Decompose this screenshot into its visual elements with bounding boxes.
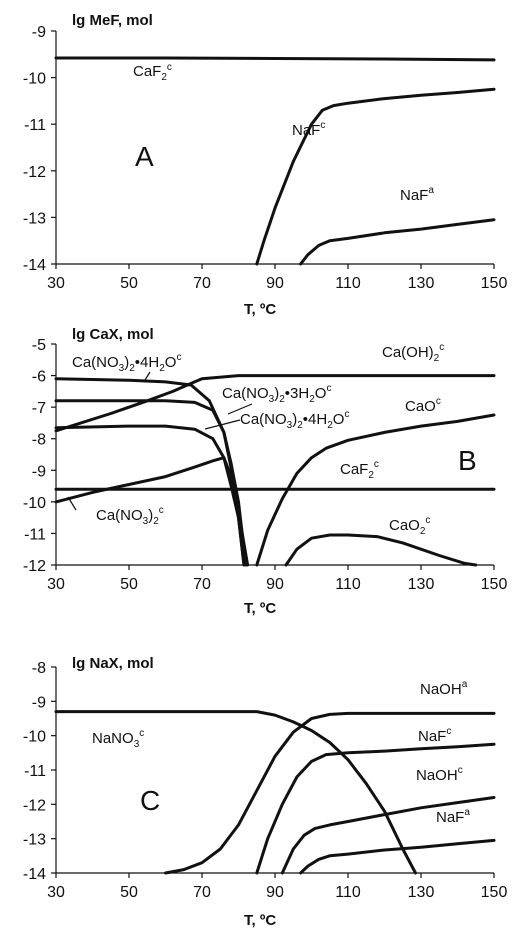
y-tick-label: -5 bbox=[32, 337, 46, 354]
leader-line bbox=[144, 371, 151, 381]
series-line bbox=[299, 838, 496, 875]
panel-letter: C bbox=[140, 785, 160, 816]
x-tick-label: 110 bbox=[335, 275, 361, 292]
series-line bbox=[54, 377, 250, 567]
x-tick-label: 50 bbox=[120, 275, 138, 292]
series-line bbox=[280, 796, 496, 875]
x-tick-label: 130 bbox=[408, 275, 435, 292]
series-line bbox=[54, 710, 417, 875]
x-tick-label: 30 bbox=[47, 884, 65, 901]
x-axis-label: T, ºC bbox=[244, 600, 276, 617]
x-tick-label: 30 bbox=[47, 576, 65, 593]
series-lines bbox=[54, 56, 496, 266]
series-line bbox=[54, 374, 496, 433]
y-tick-label: -12 bbox=[23, 558, 46, 575]
series-line bbox=[284, 533, 478, 567]
x-tick-label: 70 bbox=[193, 884, 211, 901]
y-tick-label: -6 bbox=[32, 369, 46, 386]
label-cano3: Ca(NO3)2c bbox=[96, 505, 164, 527]
y-ticks: -8 -9 -10 -11 -12 -13 -14 bbox=[23, 660, 56, 883]
label-naf-c: NaFc bbox=[418, 726, 451, 745]
y-tick-label: -12 bbox=[23, 797, 46, 814]
x-tick-label: 110 bbox=[335, 884, 361, 901]
series-line bbox=[255, 87, 496, 266]
series-lines bbox=[54, 710, 496, 875]
x-axis-label: T, ºC bbox=[244, 301, 276, 318]
x-tick-label: 150 bbox=[481, 275, 508, 292]
leader-line bbox=[204, 419, 241, 430]
label-cano3-4h2o-top: Ca(NO3)2•4H2Oc bbox=[72, 352, 181, 374]
series-line bbox=[255, 742, 496, 875]
y-tick-label: -9 bbox=[32, 694, 46, 711]
label-caoh2: Ca(OH)2c bbox=[382, 342, 444, 364]
y-ticks: -9 -10 -11 -12 -13 -14 bbox=[23, 24, 56, 274]
x-tick-label: 70 bbox=[193, 275, 211, 292]
label-cao2: CaO2c bbox=[389, 515, 430, 537]
panel-letter: B bbox=[458, 445, 477, 476]
y-tick-label: -9 bbox=[32, 24, 46, 41]
panel-c: -8 -9 -10 -11 -12 -13 -14 30 50 70 90 110 130 150 lg… bbox=[23, 655, 508, 929]
x-ticks: 30 50 70 90 110 130 150 bbox=[47, 565, 507, 593]
y-tick-label: -14 bbox=[23, 257, 46, 274]
label-caf2-b: CaF2c bbox=[340, 459, 379, 481]
leader-line bbox=[227, 403, 253, 415]
x-tick-label: 150 bbox=[481, 576, 508, 593]
label-cao: CaOc bbox=[405, 396, 441, 415]
y-ticks: -5 -6 -7 -8 -9 -10 -11 -12 bbox=[23, 337, 56, 575]
label-naf-c: NaFc bbox=[292, 120, 325, 139]
y-tick-label: -7 bbox=[32, 400, 46, 417]
y-tick-label: -11 bbox=[24, 763, 46, 780]
label-naf-a: NaFa bbox=[436, 807, 470, 826]
y-tick-label: -13 bbox=[23, 832, 46, 849]
y-axis-label: lg NaX, mol bbox=[72, 655, 154, 672]
x-tick-label: 70 bbox=[193, 576, 211, 593]
y-tick-label: -8 bbox=[32, 432, 46, 449]
x-tick-label: 130 bbox=[408, 576, 435, 593]
x-axis-label: T, ºC bbox=[244, 912, 276, 929]
panel-b: -5 -6 -7 -8 -9 -10 -11 -12 30 50 70 90 110 130 150 lg… bbox=[23, 326, 508, 617]
x-tick-label: 110 bbox=[335, 576, 361, 593]
y-tick-label: -10 bbox=[23, 71, 46, 88]
label-cano3-3h2o: Ca(NO3)2•3H2Oc bbox=[222, 383, 331, 405]
x-tick-label: 50 bbox=[120, 576, 138, 593]
series-line bbox=[164, 711, 496, 875]
y-tick-label: -10 bbox=[23, 495, 46, 512]
series-line bbox=[255, 413, 496, 567]
series-lines bbox=[54, 374, 496, 567]
label-cano3-4h2o-mid: Ca(NO3)2•4H2Oc bbox=[240, 409, 349, 431]
label-nano3: NaNO3c bbox=[92, 728, 144, 750]
y-tick-label: -14 bbox=[23, 866, 46, 883]
y-tick-label: -10 bbox=[23, 729, 46, 746]
y-tick-label: -13 bbox=[23, 210, 46, 227]
panel-letter: A bbox=[135, 141, 154, 172]
label-naoh-c: NaOHc bbox=[416, 765, 463, 784]
label-caf2: CaF2c bbox=[133, 62, 172, 83]
y-tick-label: -9 bbox=[32, 463, 46, 480]
y-tick-label: -8 bbox=[32, 660, 46, 677]
x-tick-label: 50 bbox=[120, 884, 138, 901]
x-tick-label: 90 bbox=[266, 576, 284, 593]
label-naf-a: NaFa bbox=[400, 185, 434, 204]
x-ticks: 30 50 70 90 110 130 150 bbox=[47, 264, 507, 292]
y-tick-label: -12 bbox=[23, 164, 46, 181]
x-tick-label: 150 bbox=[481, 884, 508, 901]
series-line bbox=[299, 218, 496, 266]
x-tick-label: 90 bbox=[266, 275, 284, 292]
leader-line bbox=[67, 496, 77, 511]
x-tick-label: 90 bbox=[266, 884, 284, 901]
panel-a: -9 -10 -11 -12 -13 -14 30 50 70 90 110 130 150 lg M… bbox=[23, 12, 508, 318]
y-tick-label: -11 bbox=[24, 117, 46, 134]
series-line bbox=[54, 56, 496, 62]
label-naoh-a: NaOHa bbox=[420, 679, 468, 698]
x-tick-label: 30 bbox=[47, 275, 65, 292]
x-tick-label: 130 bbox=[408, 884, 435, 901]
y-tick-label: -11 bbox=[24, 526, 46, 543]
y-axis-label: lg CaX, mol bbox=[72, 326, 154, 343]
x-ticks: 30 50 70 90 110 130 150 bbox=[47, 873, 507, 901]
y-axis-label: lg MeF, mol bbox=[72, 12, 153, 29]
